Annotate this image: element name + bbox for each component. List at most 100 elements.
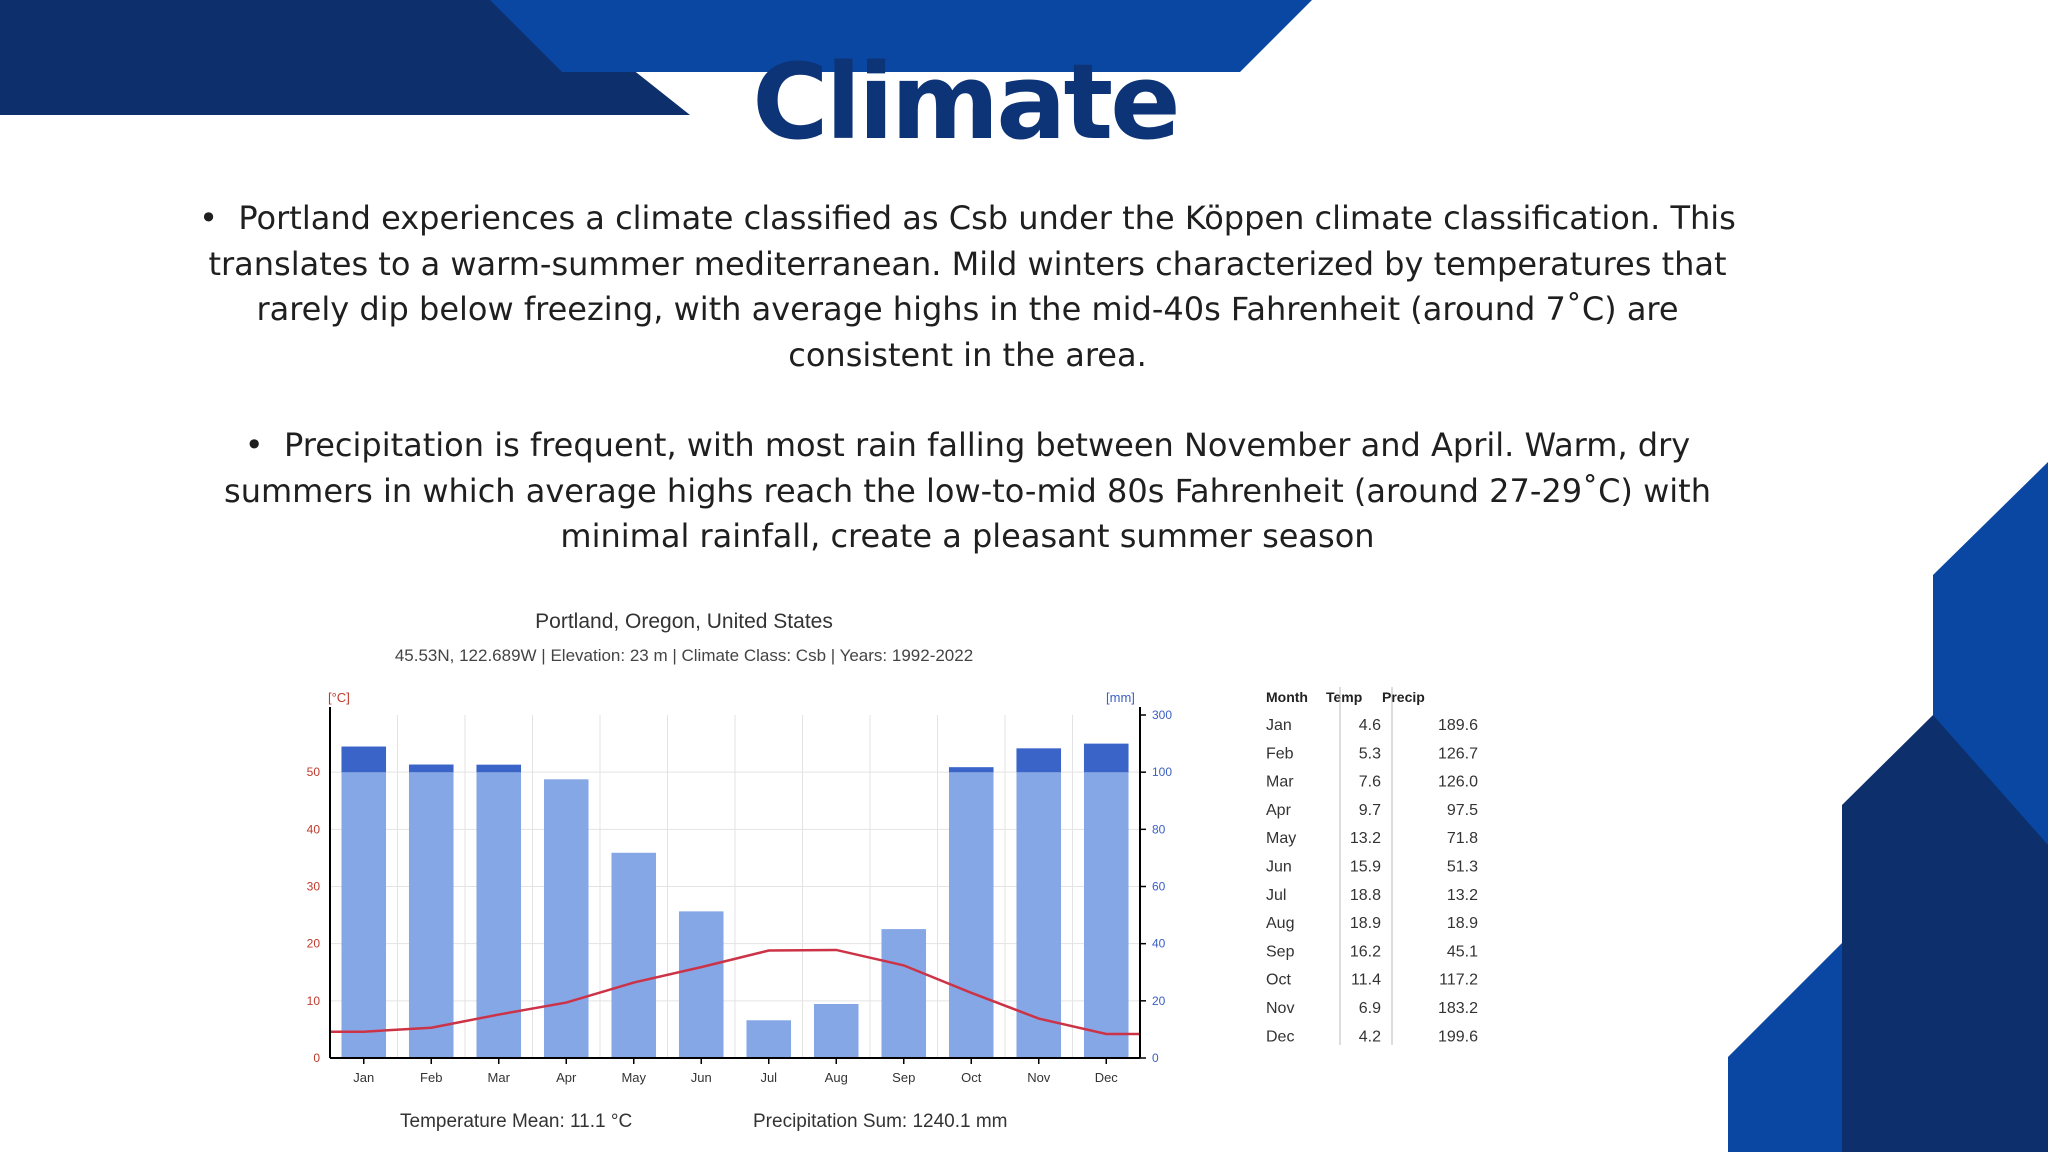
left-tick-label: 40 — [307, 822, 321, 836]
table-cell-temp: 11.4 — [1351, 972, 1381, 989]
bullet-item: • Portland experiences a climate classif… — [175, 196, 1760, 378]
x-tick-label: Apr — [556, 1070, 577, 1085]
x-tick-label: Jun — [691, 1070, 712, 1085]
table-cell-temp: 18.8 — [1350, 887, 1381, 904]
climate-chart: Portland, Oregon, United States 45.53N, … — [307, 610, 1478, 1132]
table-cell-temp: 5.3 — [1359, 745, 1381, 762]
precip-bar-overflow — [1083, 743, 1129, 773]
x-tick-label: Mar — [488, 1070, 511, 1085]
slide-title: Climate — [752, 41, 1180, 163]
precip-bars — [341, 743, 1129, 1058]
precip-bar-overflow — [1016, 748, 1062, 773]
table-cell-precip: 13.2 — [1447, 887, 1478, 904]
bottom-right-blue-shape — [1728, 943, 1842, 1152]
precip-bar — [408, 764, 454, 1058]
x-tick-label: Jan — [353, 1070, 374, 1085]
precipitation-sum: Precipitation Sum: 1240.1 mm — [753, 1111, 1008, 1132]
right-dark-shape — [1842, 715, 2048, 1152]
precip-bar-overflow — [341, 746, 387, 773]
table-cell-precip: 126.0 — [1438, 774, 1478, 791]
left-tick-label: 30 — [307, 880, 321, 894]
axes: 0 10 20 30 40 50 0 20 40 60 80 100 300 Jan Feb Mar Apr Ma… — [307, 707, 1172, 1085]
table-cell-temp: 4.6 — [1359, 717, 1381, 734]
x-tick-label: Nov — [1027, 1070, 1051, 1085]
x-tick-label: Sep — [892, 1070, 915, 1085]
left-tick-label: 0 — [313, 1051, 320, 1065]
table-cell-month: Oct — [1266, 972, 1291, 989]
right-axis-label: [mm] — [1106, 690, 1135, 705]
table-cell-temp: 6.9 — [1359, 1000, 1381, 1017]
table-cell-month: Dec — [1266, 1028, 1294, 1045]
table-cell-precip: 126.7 — [1438, 745, 1478, 762]
precip-bar — [611, 852, 657, 1058]
table-cell-temp: 7.6 — [1359, 774, 1381, 791]
temperature-mean: Temperature Mean: 11.1 °C — [400, 1111, 632, 1132]
chart-title: Portland, Oregon, United States — [535, 610, 833, 633]
left-axis-label: [°C] — [328, 690, 350, 705]
table-cell-temp: 16.2 — [1350, 943, 1381, 960]
table-cell-precip: 189.6 — [1438, 717, 1478, 734]
x-tick-label: Dec — [1095, 1070, 1119, 1085]
bullet-text: Precipitation is frequent, with most rai… — [224, 426, 1711, 555]
table-header: Temp — [1326, 689, 1362, 705]
top-left-dark-band — [0, 0, 690, 115]
table-cell-temp: 18.9 — [1350, 915, 1381, 932]
right-tick-label: 20 — [1152, 994, 1166, 1008]
precip-bar — [543, 779, 589, 1058]
table-cell-precip: 199.6 — [1438, 1028, 1478, 1045]
bullet-item: • Precipitation is frequent, with most r… — [175, 423, 1760, 560]
bullet-glyph: • — [199, 199, 219, 237]
table-cell-temp: 13.2 — [1350, 830, 1381, 847]
x-tick-label: Oct — [961, 1070, 982, 1085]
x-tick-label: Jul — [760, 1070, 777, 1085]
table-cell-month: Sep — [1266, 943, 1295, 960]
table-cell-precip: 71.8 — [1447, 830, 1478, 847]
table-cell-temp: 15.9 — [1350, 859, 1381, 876]
right-tick-label: 40 — [1152, 937, 1166, 951]
precip-bar — [341, 746, 387, 1058]
table-header: Precip — [1382, 689, 1425, 705]
x-tick-label: May — [621, 1070, 646, 1085]
chart-subtitle: 45.53N, 122.689W | Elevation: 23 m | Cli… — [395, 646, 973, 665]
grid-lines — [329, 715, 1141, 1059]
precip-bar — [476, 764, 522, 1058]
table-cell-month: Mar — [1266, 774, 1294, 791]
precip-bar — [746, 1020, 792, 1058]
right-tick-label: 80 — [1152, 822, 1166, 836]
table-header: Month — [1266, 689, 1308, 705]
right-tick-label: 0 — [1152, 1051, 1159, 1065]
bullet-list: • Portland experiences a climate classif… — [175, 196, 1760, 605]
precip-bar — [948, 767, 994, 1058]
x-tick-label: Feb — [420, 1070, 442, 1085]
precip-bar-overflow — [476, 764, 522, 773]
table-cell-temp: 4.2 — [1359, 1028, 1381, 1045]
precip-bar — [881, 929, 927, 1058]
table-cell-month: Jun — [1266, 859, 1292, 876]
left-tick-label: 50 — [307, 765, 321, 779]
table-cell-month: Jan — [1266, 717, 1292, 734]
top-blue-band — [490, 0, 1312, 72]
right-tick-label: 100 — [1152, 765, 1172, 779]
precip-bar-overflow — [408, 764, 454, 773]
x-tick-label: Aug — [825, 1070, 848, 1085]
precip-bar — [813, 1003, 859, 1058]
right-tick-label: 300 — [1152, 708, 1172, 722]
table-cell-precip: 51.3 — [1447, 859, 1478, 876]
left-tick-label: 20 — [307, 937, 321, 951]
climate-table: Month Temp Precip Jan 4.6 189.6 Feb 5.3 126.7 Mar… — [1266, 687, 1478, 1045]
table-cell-precip: 45.1 — [1447, 943, 1478, 960]
table-cell-month: May — [1266, 830, 1296, 847]
table-cell-precip: 183.2 — [1438, 1000, 1478, 1017]
table-cell-temp: 9.7 — [1359, 802, 1381, 819]
bullet-glyph: • — [244, 426, 264, 464]
table-cell-month: Jul — [1266, 887, 1286, 904]
table-cell-month: Aug — [1266, 915, 1294, 932]
table-cell-precip: 18.9 — [1447, 915, 1478, 932]
table-cell-month: Apr — [1266, 802, 1292, 819]
precip-bar — [1016, 748, 1062, 1058]
temp-line — [330, 948, 1140, 1036]
bullet-text: Portland experiences a climate classifie… — [208, 199, 1736, 374]
table-cell-month: Nov — [1266, 1000, 1294, 1017]
table-cell-precip: 117.2 — [1439, 972, 1478, 989]
